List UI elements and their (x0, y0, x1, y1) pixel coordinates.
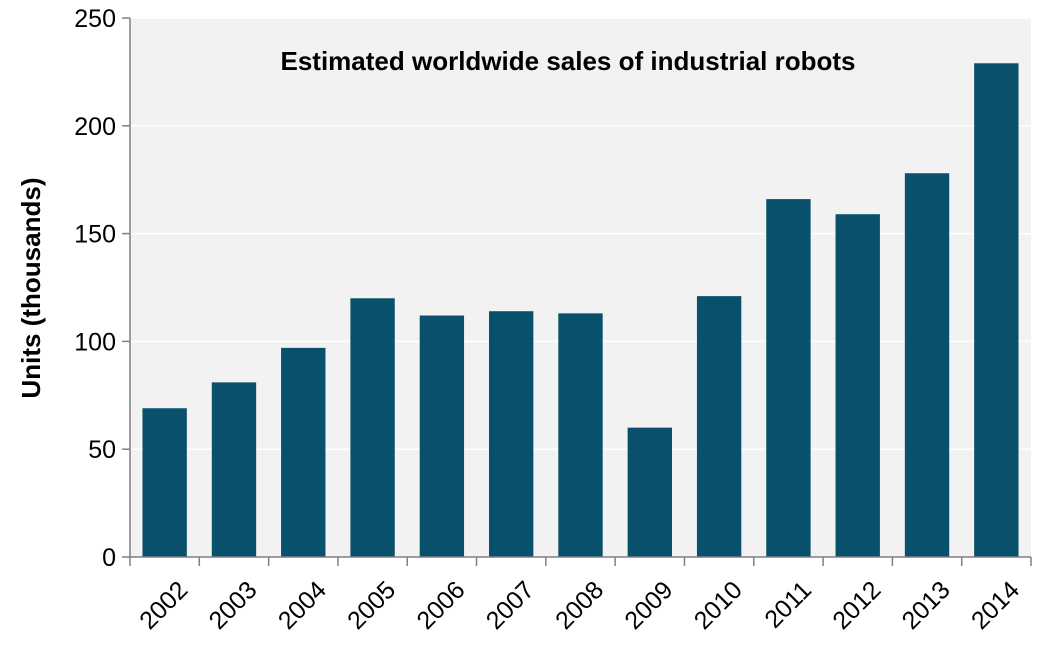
bar-2002 (142, 408, 187, 557)
y-tick-label: 150 (74, 221, 116, 249)
x-tick-label-2013: 2013 (897, 576, 956, 635)
bar-2014 (974, 63, 1019, 557)
x-tick-label-2005: 2005 (342, 576, 401, 635)
x-tick-label-2011: 2011 (759, 576, 817, 634)
bar-2013 (904, 173, 950, 557)
bar-2009 (627, 427, 672, 557)
y-tick-label: 250 (74, 5, 116, 33)
bar-2012 (835, 214, 880, 558)
x-tick-label-2003: 2003 (204, 576, 263, 635)
x-tick-label-2012: 2012 (827, 576, 886, 635)
bar-2005 (350, 298, 395, 557)
bar-2004 (281, 347, 326, 557)
bar-2007 (489, 311, 534, 557)
x-tick-label-2014: 2014 (966, 576, 1025, 635)
y-tick-label: 50 (88, 436, 116, 464)
x-tick-label-2007: 2007 (481, 576, 540, 635)
chart-title: Estimated worldwide sales of industrial … (281, 46, 856, 76)
x-tick-label-2004: 2004 (273, 576, 332, 635)
y-axis-title: Units (thousands) (16, 178, 46, 399)
bar-2003 (211, 382, 257, 557)
bars (142, 63, 1019, 558)
bar-2008 (558, 313, 603, 557)
bar-2006 (419, 315, 465, 557)
y-tick-label: 200 (74, 113, 116, 141)
x-tick-label-2006: 2006 (411, 576, 470, 635)
y-tick-label: 0 (102, 544, 116, 572)
bar-2010 (696, 296, 742, 557)
x-tick-label-2008: 2008 (550, 576, 609, 635)
bar-2011 (766, 199, 811, 557)
x-tick-label-2010: 2010 (689, 576, 748, 635)
x-tick-label-2002: 2002 (134, 576, 193, 635)
x-tick-label-2009: 2009 (619, 576, 678, 635)
y-tick-label: 100 (74, 328, 116, 356)
